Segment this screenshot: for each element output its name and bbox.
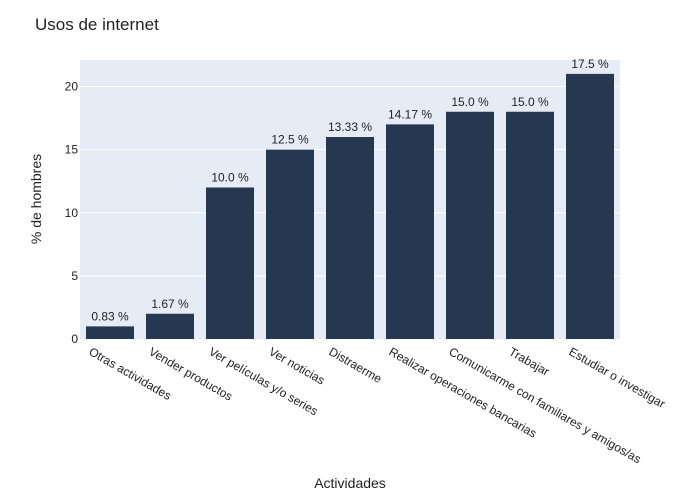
bar-data-label: 13.33 % xyxy=(328,120,372,134)
bar-data-label: 10.0 % xyxy=(211,171,249,185)
bar xyxy=(266,149,314,339)
bar xyxy=(446,111,494,339)
x-axis-title: Actividades xyxy=(314,475,386,491)
bar xyxy=(386,124,434,339)
bar xyxy=(206,187,254,339)
bar-data-label: 15.0 % xyxy=(451,95,489,109)
bar xyxy=(86,326,134,339)
bar xyxy=(326,137,374,339)
bar-data-label: 1.67 % xyxy=(151,297,189,311)
bars: 0.83 % 1.67 % 10.0 % 12.5 % 13.33 % 14.17 % 15… xyxy=(86,57,614,340)
x-category-label: Distraerme xyxy=(327,344,385,386)
x-category-label: Estudiar o investigar xyxy=(567,344,668,410)
bar xyxy=(566,73,614,340)
y-axis-title: % de hombres xyxy=(28,154,44,244)
bar xyxy=(146,313,194,339)
chart-title: Usos de internet xyxy=(35,15,159,34)
bar-data-label: 12.5 % xyxy=(271,133,309,147)
y-axis-ticks: 0 5 10 15 20 xyxy=(65,80,79,346)
bar-data-label: 0.83 % xyxy=(91,309,129,323)
y-tick-label: 10 xyxy=(65,206,79,220)
y-tick-label: 5 xyxy=(71,269,78,283)
x-category-label: Trabajar xyxy=(507,344,552,378)
bar xyxy=(506,111,554,339)
bar-data-label: 15.0 % xyxy=(511,95,549,109)
bar-data-label: 17.5 % xyxy=(571,57,609,71)
x-category-label: Ver películas y/o series xyxy=(207,344,321,418)
y-tick-label: 0 xyxy=(71,332,78,346)
bar-data-label: 14.17 % xyxy=(388,107,432,121)
y-tick-label: 15 xyxy=(65,143,79,157)
y-tick-label: 20 xyxy=(65,80,79,94)
